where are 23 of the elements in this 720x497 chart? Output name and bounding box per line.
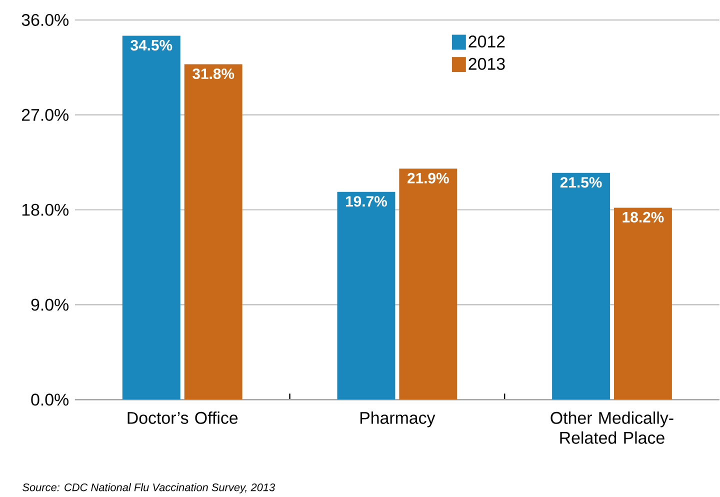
data-label: 21.9% [408, 173, 449, 184]
data-label: 34.5% [130, 40, 172, 51]
x-tick-label: Pharmacy [360, 412, 436, 428]
bar [122, 36, 180, 400]
bar [337, 192, 396, 400]
x-tick-label: Doctor’s Office [128, 412, 238, 424]
y-tick-label: 9.0% [31, 298, 68, 311]
bar [614, 208, 672, 400]
bar [399, 168, 458, 400]
legend-label: 2013 [468, 58, 505, 70]
y-tick-label: 36.0% [22, 14, 68, 26]
data-label: 31.8% [192, 68, 234, 80]
y-tick-label: 0.0% [31, 394, 68, 406]
x-tick-label: Other Medically-Related Place [550, 412, 674, 444]
data-label: 19.7% [346, 196, 387, 207]
data-label: 18.2% [622, 212, 664, 223]
bar [552, 173, 610, 400]
legend-label: 2012 [468, 36, 505, 48]
y-tick-label: 18.0% [22, 204, 68, 216]
bar [184, 64, 242, 400]
y-tick-label: 27.0% [22, 109, 68, 122]
data-label: 21.5% [560, 177, 602, 188]
source-note: Source: CDC National Flu Vaccination Survey, 2013 [22, 483, 276, 494]
